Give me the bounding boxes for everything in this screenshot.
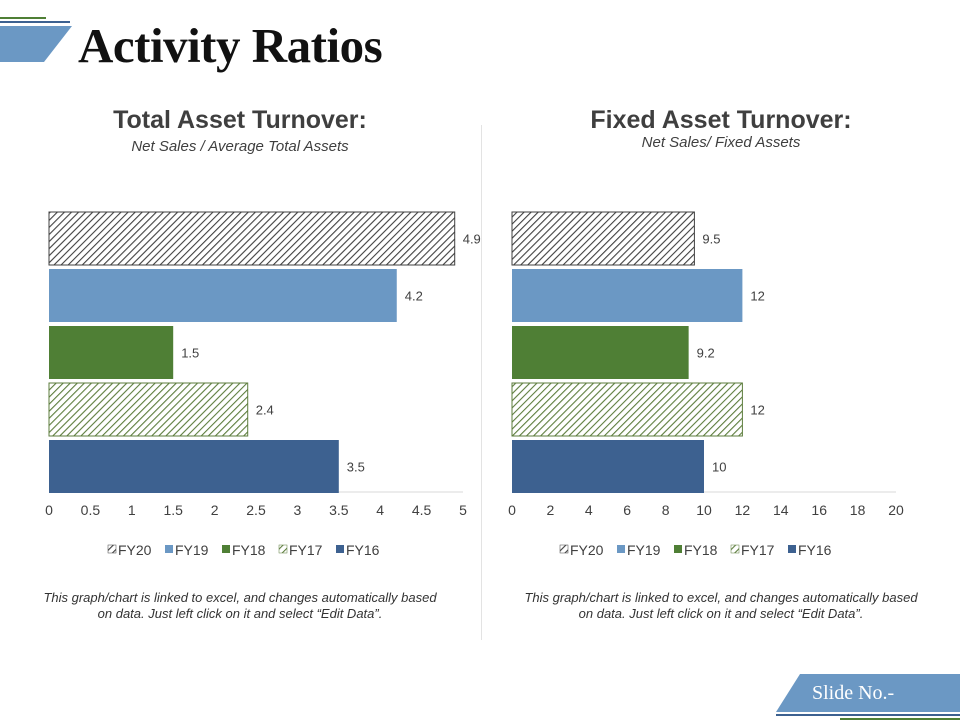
data-label-fixed-asset-turnover-fy17: 12 [750,403,764,418]
legend-label-total-asset-turnover-fy17: FY17 [289,542,323,558]
data-label-fixed-asset-turnover-fy20: 9.5 [702,232,720,247]
chart-note-fixed-asset-turnover: This graph/chart is linked to excel, and… [524,590,918,621]
legend-label-fixed-asset-turnover-fy16: FY16 [798,542,832,558]
bar-fixed-asset-turnover-fy17[interactable] [511,382,743,437]
title-accent-shape [0,26,72,62]
bar-fixed-asset-turnover-fy18[interactable] [512,326,689,379]
tick-label-total-asset-turnover: 1.5 [163,502,183,518]
data-label-fixed-asset-turnover-fy16: 10 [712,460,726,475]
legend-swatch-fixed-asset-turnover-fy20 [559,544,569,554]
chart-title-fixed-asset-turnover: Fixed Asset Turnover: [590,106,852,134]
chart-title-total-asset-turnover: Total Asset Turnover: [113,106,367,134]
bar-total-asset-turnover-fy20[interactable] [48,211,456,266]
footer-accent-shape [776,674,960,712]
tick-label-fixed-asset-turnover: 18 [850,502,866,518]
legend-swatch-total-asset-turnover-fy17 [278,544,288,554]
data-label-total-asset-turnover-fy18: 1.5 [181,346,199,361]
tick-label-total-asset-turnover: 4.5 [412,502,432,518]
tick-label-total-asset-turnover: 0 [45,502,53,518]
legend-label-fixed-asset-turnover-fy17: FY17 [741,542,775,558]
legend-swatch-total-asset-turnover-fy20 [107,544,117,554]
tick-label-total-asset-turnover: 0.5 [81,502,101,518]
tick-label-total-asset-turnover: 3.5 [329,502,349,518]
tick-label-total-asset-turnover: 2.5 [246,502,266,518]
legend-swatch-fixed-asset-turnover-fy19 [617,545,625,553]
chart-subtitle-total-asset-turnover: Net Sales / Average Total Assets [131,138,349,155]
bar-total-asset-turnover-fy17[interactable] [48,382,249,437]
legend-label-total-asset-turnover-fy20: FY20 [118,542,152,558]
slide-number: Slide No.- [812,682,895,704]
bar-total-asset-turnover-fy16[interactable] [49,440,339,493]
legend-swatch-fixed-asset-turnover-fy16 [788,545,796,553]
legend-swatch-fixed-asset-turnover-fy17 [730,544,740,554]
legend-label-total-asset-turnover-fy19: FY19 [175,542,209,558]
bar-total-asset-turnover-fy19[interactable] [49,269,397,322]
legend-swatch-total-asset-turnover-fy19 [165,545,173,553]
data-label-total-asset-turnover-fy19: 4.2 [405,289,423,304]
legend-label-fixed-asset-turnover-fy19: FY19 [627,542,661,558]
tick-label-fixed-asset-turnover: 10 [696,502,712,518]
chart-note-total-asset-turnover: This graph/chart is linked to excel, and… [43,590,437,621]
bar-fixed-asset-turnover-fy20[interactable] [511,211,695,266]
bar-total-asset-turnover-fy18[interactable] [49,326,174,379]
tick-label-total-asset-turnover: 4 [376,502,384,518]
tick-label-total-asset-turnover: 5 [459,502,467,518]
bar-fixed-asset-turnover-fy19[interactable] [512,269,743,322]
tick-label-fixed-asset-turnover: 0 [508,502,516,518]
legend-label-total-asset-turnover-fy18: FY18 [232,542,266,558]
tick-label-fixed-asset-turnover: 20 [888,502,904,518]
data-label-fixed-asset-turnover-fy18: 9.2 [697,346,715,361]
legend-swatch-fixed-asset-turnover-fy18 [674,545,682,553]
tick-label-fixed-asset-turnover: 4 [585,502,593,518]
tick-label-total-asset-turnover: 2 [211,502,219,518]
legend-swatch-total-asset-turnover-fy16 [336,545,344,553]
data-label-fixed-asset-turnover-fy19: 12 [750,289,764,304]
tick-label-total-asset-turnover: 3 [294,502,302,518]
bar-fixed-asset-turnover-fy16[interactable] [512,440,704,493]
legend-label-total-asset-turnover-fy16: FY16 [346,542,380,558]
tick-label-fixed-asset-turnover: 2 [547,502,555,518]
legend-swatch-total-asset-turnover-fy18 [222,545,230,553]
tick-label-total-asset-turnover: 1 [128,502,136,518]
data-label-total-asset-turnover-fy16: 3.5 [347,460,365,475]
slide-title: Activity Ratios [78,18,383,73]
tick-label-fixed-asset-turnover: 12 [735,502,751,518]
chart-subtitle-fixed-asset-turnover: Net Sales/ Fixed Assets [641,134,801,151]
tick-label-fixed-asset-turnover: 8 [662,502,670,518]
tick-label-fixed-asset-turnover: 6 [623,502,631,518]
chart-divider [481,125,482,640]
legend-label-fixed-asset-turnover-fy20: FY20 [570,542,604,558]
data-label-total-asset-turnover-fy20: 4.9 [463,232,481,247]
legend-label-fixed-asset-turnover-fy18: FY18 [684,542,718,558]
data-label-total-asset-turnover-fy17: 2.4 [256,403,274,418]
tick-label-fixed-asset-turnover: 16 [811,502,827,518]
tick-label-fixed-asset-turnover: 14 [773,502,789,518]
